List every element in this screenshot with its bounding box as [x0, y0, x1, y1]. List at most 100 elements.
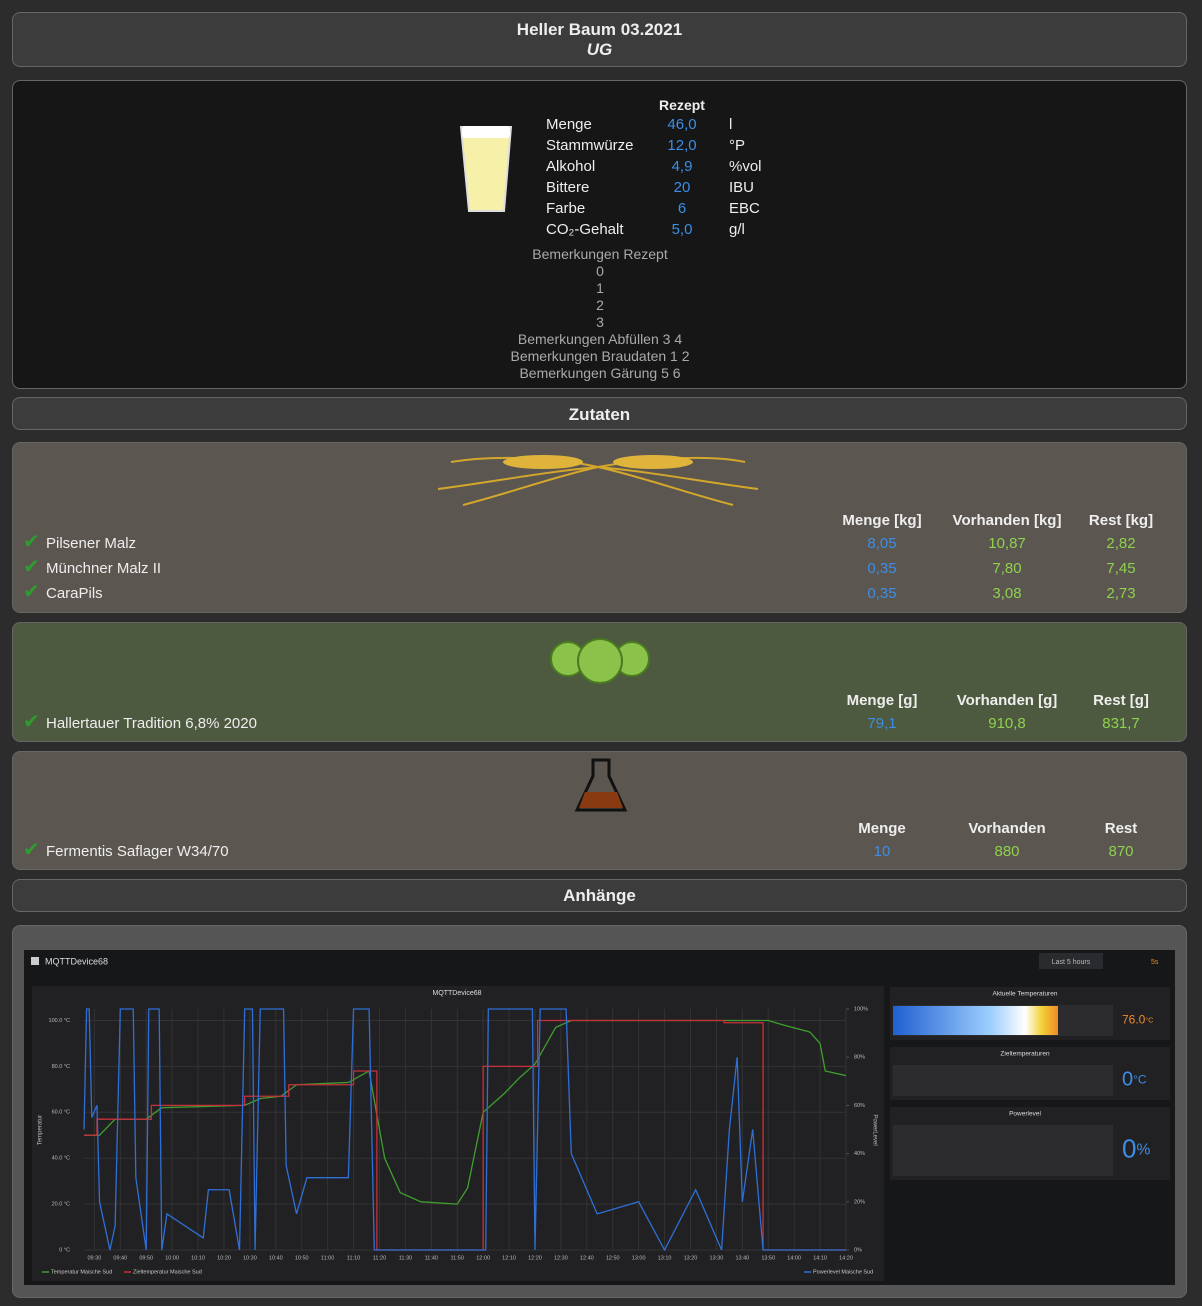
section-attachments: Anhänge: [12, 879, 1187, 912]
recipe-unit: IBU: [729, 179, 755, 196]
x-tick-label: 12:10: [502, 1255, 516, 1261]
time-range[interactable]: Last 5 hours: [1052, 959, 1091, 966]
ingredient-name: Hallertauer Tradition 6,8% 2020: [46, 715, 257, 732]
recipe-value: 6: [677, 200, 687, 217]
ingredient-amount: 7,45: [1106, 560, 1136, 577]
recipe-label: Menge: [546, 116, 592, 133]
recipe-note: 2: [596, 297, 604, 313]
legend-label: Zieltemperatur Maische Sud: [133, 1269, 202, 1275]
y2-tick-label: 20%: [854, 1199, 865, 1205]
x-tick-label: 10:30: [243, 1255, 257, 1261]
y-tick-label: 0 °C: [59, 1247, 70, 1253]
beer-glass: [459, 126, 513, 212]
x-tick-label: 09:50: [139, 1255, 153, 1261]
column-header: Rest: [1104, 820, 1138, 837]
recipe-note: 3: [596, 314, 604, 330]
column-header: Vorhanden: [968, 820, 1046, 837]
column-header: Rest [g]: [1093, 692, 1149, 709]
check: ✔: [23, 711, 40, 733]
ingredient-amount: 880: [994, 843, 1020, 860]
x-tick-label: 14:20: [839, 1255, 853, 1261]
ingredient-amount: 10,87: [988, 535, 1026, 552]
check: ✔: [23, 581, 40, 603]
recipe-label: Farbe: [546, 200, 586, 217]
value: 76.0: [1122, 1013, 1146, 1027]
x-tick-label: 10:20: [217, 1255, 231, 1261]
unit: °C: [1133, 1073, 1147, 1087]
x-tick-label: 09:30: [87, 1255, 101, 1261]
x-tick-label: 13:50: [761, 1255, 775, 1261]
ingredient-amount: 2,82: [1106, 535, 1136, 552]
x-tick-label: 12:40: [580, 1255, 594, 1261]
stat-value: 0%: [1122, 1133, 1150, 1163]
stat-value: 76.0°C: [1122, 1013, 1153, 1027]
column-header: Menge: [858, 820, 906, 837]
y2-tick-label: 0%: [854, 1247, 862, 1253]
ingredient-amount: 79,1: [867, 715, 897, 732]
recipe-unit: °P: [729, 137, 746, 154]
wheat-icon: [437, 455, 759, 506]
column-header: Menge [kg]: [842, 512, 922, 529]
y2-tick-label: 40%: [854, 1151, 865, 1157]
ingredient-name: Fermentis Saflager W34/70: [46, 843, 229, 860]
x-tick-label: 13:10: [658, 1255, 672, 1261]
check: ✔: [23, 839, 40, 861]
recipe-label: Bittere: [546, 179, 590, 196]
recipe-value: 5,0: [671, 221, 693, 238]
ingredient-amount: 0,35: [867, 560, 897, 577]
grafana: MQTTDevice68 Last 5 hours 5s MQTTDevice6…: [24, 950, 1175, 1285]
header: Heller Baum 03.2021 UG: [12, 12, 1187, 67]
stat-box: [893, 1065, 1113, 1096]
recipe-note: Bemerkungen Gärung 5 6: [519, 365, 681, 381]
recipe-note: Bemerkungen Abfüllen 3 4: [517, 331, 683, 347]
section-ingredients: Zutaten: [12, 397, 1187, 430]
hops-icon: [550, 638, 650, 684]
x-tick-label: 10:50: [295, 1255, 309, 1261]
flask-icon: [574, 758, 628, 812]
recipe-panel: Rezept Menge 46,0 l Stammwürze 12,0 °P Alkohol…: [12, 80, 1187, 389]
ingredient-name: Pilsener Malz: [46, 535, 137, 552]
x-tick-label: 09:40: [113, 1255, 127, 1261]
ingredient-amount: 10: [873, 843, 891, 860]
stat-title: Powerlevel: [1009, 1111, 1041, 1118]
x-tick-label: 11:30: [399, 1255, 412, 1261]
recipe-title: Rezept: [659, 97, 705, 113]
dashboard-title: MQTTDevice68: [45, 956, 108, 966]
malt-panel: Menge [kg] Vorhanden [kg] Rest [kg] ✔ Pilsen…: [12, 442, 1187, 613]
legend-label: Temperatur Maische Sud: [51, 1269, 112, 1275]
x-tick-label: 11:50: [451, 1255, 464, 1261]
recipe-value: 12,0: [667, 137, 697, 154]
check: ✔: [23, 531, 40, 553]
column-header: Menge [g]: [846, 692, 918, 709]
x-tick-label: 14:10: [813, 1255, 827, 1261]
stat-value: 0°C: [1122, 1069, 1147, 1091]
y2-tick-label: 100%: [854, 1006, 868, 1012]
chart-title: MQTTDevice68: [432, 990, 481, 997]
recipe-note: 1: [596, 280, 604, 296]
ingredient-amount: 7,80: [992, 560, 1022, 577]
recipe-note: Bemerkungen Rezept: [532, 246, 668, 262]
y-tick-label: 80.0 °C: [52, 1064, 70, 1070]
recipe-unit: g/l: [729, 221, 745, 238]
unit: %: [1136, 1142, 1150, 1159]
ingredient-amount: 870: [1108, 843, 1134, 860]
ingredient-name: CaraPils: [46, 585, 103, 602]
ingredient-amount: 910,8: [988, 715, 1026, 732]
stat-title: Aktuelle Temperaturen: [993, 991, 1058, 998]
x-tick-label: 10:10: [191, 1255, 205, 1261]
y-label: Temperatur: [38, 1115, 44, 1145]
y-tick-label: 20.0 °C: [52, 1202, 70, 1208]
y-tick-label: 100.0 °C: [49, 1018, 70, 1024]
y2-tick-label: 60%: [854, 1103, 865, 1109]
refresh[interactable]: 5s: [1151, 959, 1159, 966]
legend-label: Powerlevel Maische Sud: [813, 1269, 873, 1275]
x-tick-label: 11:40: [425, 1255, 438, 1261]
y2-tick-label: 80%: [854, 1055, 865, 1061]
value: 0: [1122, 1133, 1136, 1163]
check: ✔: [23, 556, 40, 578]
x-tick-label: 13:40: [735, 1255, 749, 1261]
stat-box: [893, 1125, 1113, 1176]
hops-panel: Menge [g] Vorhanden [g] Rest [g] ✔ Hallertau…: [12, 622, 1187, 742]
x-tick-label: 10:40: [269, 1255, 283, 1261]
